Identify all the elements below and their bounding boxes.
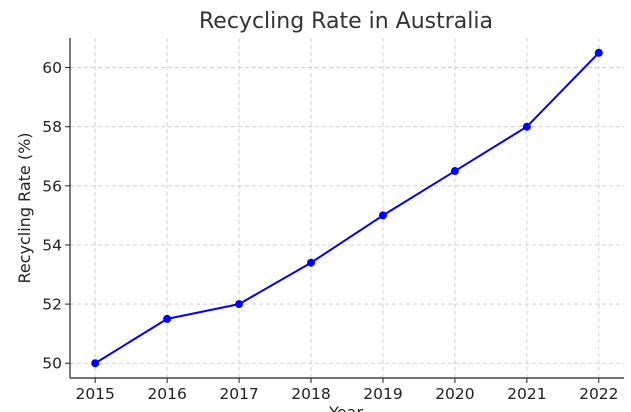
data-point (91, 359, 100, 368)
data-point (522, 122, 531, 131)
y-axis-label: Recycling Rate (%) (15, 132, 34, 283)
y-tick-label: 58 (42, 118, 62, 136)
x-tick-label: 2019 (363, 385, 402, 403)
data-point (163, 314, 172, 323)
y-tick-label: 56 (42, 177, 62, 195)
x-axis-label: Year (328, 403, 363, 412)
series (91, 48, 603, 368)
y-axis-ticks: 50 52 54 56 58 60 (42, 59, 70, 373)
x-tick-label: 2017 (219, 385, 258, 403)
grid (70, 38, 624, 378)
x-tick-label: 2016 (147, 385, 186, 403)
x-tick-label: 2018 (291, 385, 330, 403)
chart-title: Recycling Rate in Australia (199, 9, 493, 34)
y-tick-label: 50 (42, 355, 62, 373)
data-point (307, 258, 316, 267)
x-tick-label: 2021 (507, 385, 546, 403)
y-tick-label: 52 (42, 296, 62, 314)
y-tick-label: 54 (42, 236, 62, 254)
series-line (94, 52, 600, 365)
data-point (235, 300, 244, 309)
axes (69, 38, 624, 379)
y-tick-label: 60 (42, 59, 62, 77)
x-tick-label: 2015 (75, 385, 114, 403)
x-axis-ticks: 2015 2016 2017 2018 2019 2020 2021 2022 (75, 378, 619, 403)
x-tick-label: 2022 (579, 385, 618, 403)
x-tick-label: 2020 (435, 385, 474, 403)
data-point (450, 167, 459, 176)
data-point (378, 211, 387, 220)
data-point (594, 48, 603, 57)
